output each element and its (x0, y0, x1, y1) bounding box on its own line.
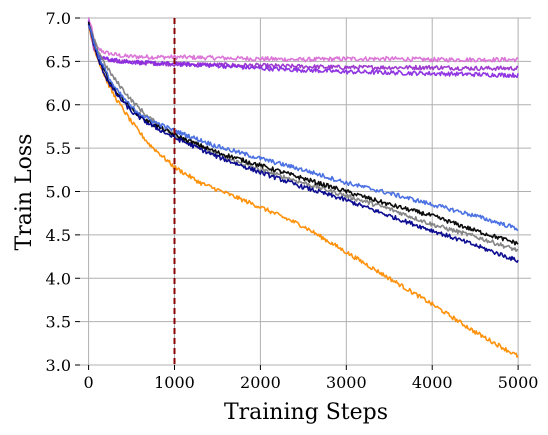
y-tick-label: 6.0 (46, 96, 71, 115)
x-tick-label: 3000 (326, 373, 367, 392)
y-tick-label: 3.0 (46, 356, 71, 375)
x-tick-label: 1000 (154, 373, 195, 392)
series-line (87, 21, 519, 246)
series-line (87, 23, 519, 263)
x-tick-label: 5000 (498, 373, 539, 392)
y-tick-label: 4.5 (46, 226, 71, 245)
axis-ticks: 0 1000 2000 3000 4000 5000 3.0 3.5 4.0 4.5 5.0 5.5 6… (46, 9, 539, 392)
x-tick-label: 2000 (240, 373, 281, 392)
x-axis-title: Training Steps (224, 400, 388, 425)
series-lines (87, 17, 519, 358)
y-tick-label: 4.0 (46, 269, 71, 288)
y-tick-label: 5.5 (46, 139, 71, 158)
series-line (87, 24, 519, 232)
series-line (87, 20, 519, 79)
y-axis-title: Train Loss (12, 134, 37, 251)
series-line (87, 20, 519, 72)
x-tick-label: 4000 (412, 373, 453, 392)
series-line (87, 24, 519, 358)
series-line (87, 17, 519, 63)
y-tick-label: 7.0 (46, 9, 71, 28)
x-tick-label: 0 (83, 373, 93, 392)
y-tick-label: 3.5 (46, 313, 71, 332)
y-tick-label: 5.0 (46, 183, 71, 202)
y-tick-label: 6.5 (46, 52, 71, 71)
